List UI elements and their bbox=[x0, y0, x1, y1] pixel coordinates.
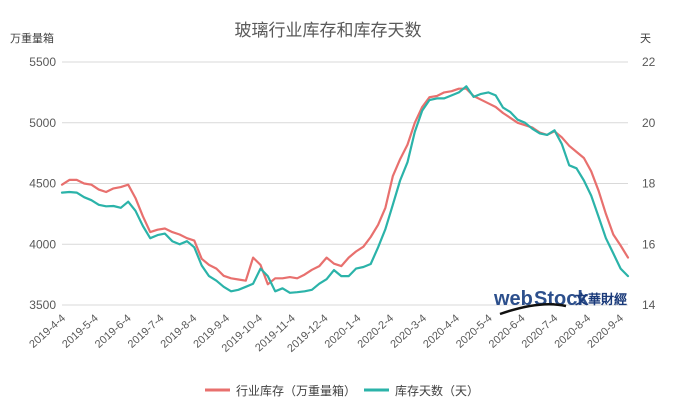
right-tick-label: 16 bbox=[642, 237, 656, 251]
left-tick-label: 3500 bbox=[29, 298, 56, 312]
legend: 行业库存（万重量箱） 库存天数（天） bbox=[205, 383, 479, 398]
series-lines bbox=[60, 85, 630, 294]
inventory-days-line bbox=[60, 85, 630, 294]
watermark-web: web bbox=[493, 288, 533, 310]
left-tick-label: 5000 bbox=[29, 116, 56, 130]
right-axis-ticks: 14 16 18 20 22 bbox=[642, 55, 656, 312]
chart-title: 玻璃行业库存和库存天数 bbox=[235, 21, 422, 41]
inventory-line bbox=[60, 87, 630, 286]
watermark-cn: 文華財經 bbox=[575, 292, 627, 308]
right-axis-unit: 天 bbox=[640, 32, 651, 45]
left-tick-label: 4000 bbox=[29, 237, 56, 251]
gridlines bbox=[62, 61, 628, 306]
right-tick-label: 20 bbox=[642, 116, 656, 130]
left-axis-ticks: 3500 4000 4500 5000 5500 bbox=[29, 55, 56, 312]
left-tick-label: 4500 bbox=[29, 177, 56, 191]
watermark-swoosh-icon bbox=[499, 302, 567, 316]
left-axis-unit: 万重量箱 bbox=[10, 31, 54, 45]
left-tick-label: 5500 bbox=[29, 55, 56, 69]
right-tick-label: 14 bbox=[642, 298, 656, 312]
x-tick-label: 2020-9-4 bbox=[585, 312, 626, 350]
legend-label-days: 库存天数（天） bbox=[395, 383, 479, 398]
x-axis-ticks: 2019-4-42019-5-42019-6-42019-7-42019-8-4… bbox=[27, 312, 626, 354]
legend-label-inventory: 行业库存（万重量箱） bbox=[236, 383, 356, 398]
webstock-watermark: web Stock 文華財經 bbox=[493, 288, 627, 316]
right-tick-label: 22 bbox=[642, 55, 656, 69]
right-tick-label: 18 bbox=[642, 177, 656, 191]
